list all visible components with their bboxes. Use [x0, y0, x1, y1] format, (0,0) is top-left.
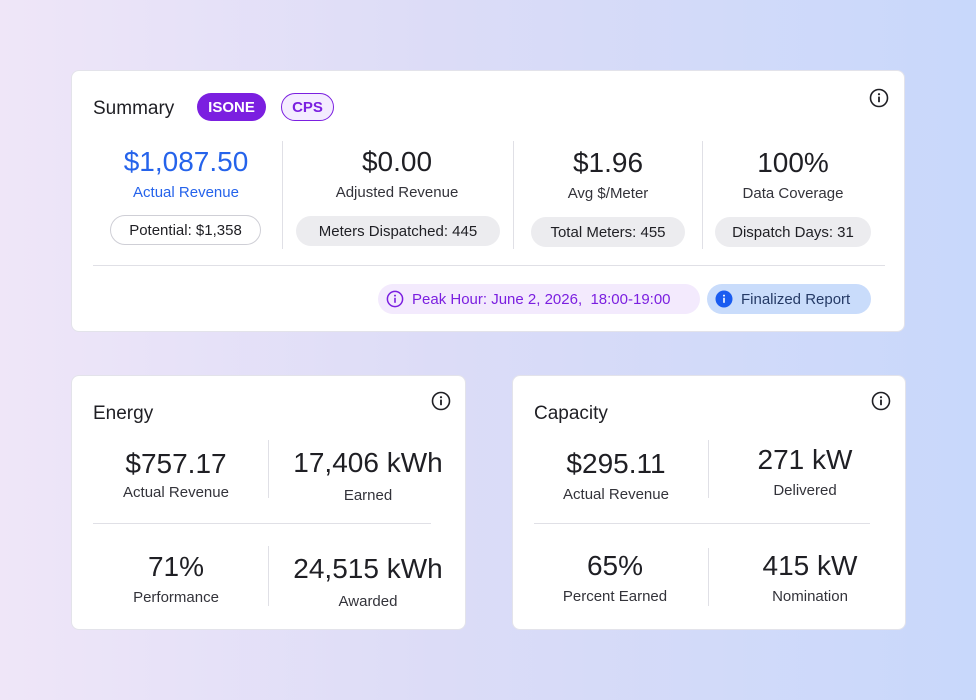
dispatch-days-chip: Dispatch Days: 31 — [715, 217, 871, 247]
metric-label: Nomination — [772, 588, 848, 605]
summary-card: Summary ISONE CPS $1,087.50 Actual Reven… — [71, 70, 905, 332]
metric-label: Actual Revenue — [563, 486, 669, 503]
metric-label: Awarded — [338, 593, 398, 610]
info-icon — [386, 290, 404, 308]
metric-value: 100% — [757, 147, 829, 178]
metric-label: Earned — [343, 487, 393, 504]
divider — [708, 440, 709, 498]
metric-value: $1,087.50 — [123, 146, 249, 177]
metric-label: Actual Revenue — [123, 484, 229, 501]
metric-actual-revenue: $1,087.50 Actual Revenue — [106, 146, 266, 202]
total-meters-chip: Total Meters: 455 — [531, 217, 685, 247]
metric-value: 415 kW — [762, 550, 858, 581]
divider — [268, 546, 269, 606]
peak-hour-text: Peak Hour: June 2, 2026, 18:00-19:00 — [412, 290, 671, 308]
divider — [93, 523, 431, 524]
metric-percent-earned: 65% Percent Earned — [540, 550, 690, 606]
metric-label: Adjusted Revenue — [335, 184, 459, 201]
metric-nomination: 415 kW Nomination — [730, 550, 890, 606]
metric-value: 271 kW — [757, 444, 853, 475]
metric-actual-revenue: $295.11 Actual Revenue — [541, 448, 691, 504]
metric-performance: 71% Performance — [101, 551, 251, 607]
metric-value: 17,406 kWh — [293, 447, 443, 478]
metric-data-coverage: 100% Data Coverage — [718, 147, 868, 203]
divider — [282, 141, 283, 249]
divider — [93, 265, 885, 266]
metric-actual-revenue: $757.17 Actual Revenue — [101, 448, 251, 502]
tag-isone[interactable]: ISONE — [197, 93, 266, 121]
metric-adjusted-revenue: $0.00 Adjusted Revenue — [302, 146, 492, 202]
metric-label: Actual Revenue — [133, 184, 239, 201]
metric-earned: 17,406 kWh Earned — [278, 447, 458, 505]
metric-label: Performance — [133, 589, 219, 606]
metric-value: $1.96 — [572, 147, 644, 178]
divider — [268, 440, 269, 498]
meters-dispatched-chip: Meters Dispatched: 445 — [296, 216, 500, 246]
tag-cps[interactable]: CPS — [281, 93, 334, 121]
metric-delivered: 271 kW Delivered — [725, 444, 885, 500]
divider — [708, 548, 709, 606]
energy-card: Energy $757.17 Actual Revenue 17,406 kWh… — [71, 375, 466, 630]
metric-label: Avg $/Meter — [567, 185, 649, 202]
metric-value: $0.00 — [361, 146, 433, 177]
info-icon[interactable] — [869, 88, 889, 108]
summary-title: Summary — [93, 98, 175, 119]
info-icon[interactable] — [871, 391, 891, 411]
divider — [702, 141, 703, 249]
divider — [513, 141, 514, 249]
energy-title: Energy — [93, 403, 154, 424]
info-icon[interactable] — [431, 391, 451, 411]
metric-avg-per-meter: $1.96 Avg $/Meter — [533, 147, 683, 203]
finalized-report-badge: Finalized Report — [707, 284, 871, 314]
divider — [534, 523, 870, 524]
metric-label: Delivered — [773, 482, 837, 499]
info-icon — [715, 290, 733, 308]
metric-value: $295.11 — [566, 448, 666, 479]
metric-label: Data Coverage — [742, 185, 844, 202]
metric-label: Percent Earned — [562, 588, 668, 605]
peak-hour-badge: Peak Hour: June 2, 2026, 18:00-19:00 — [378, 284, 700, 314]
potential-chip: Potential: $1,358 — [110, 215, 261, 245]
metric-value: $757.17 — [125, 448, 227, 479]
capacity-title: Capacity — [534, 403, 608, 424]
metric-awarded: 24,515 kWh Awarded — [278, 553, 458, 611]
finalized-report-text: Finalized Report — [741, 290, 851, 308]
capacity-card: Capacity $295.11 Actual Revenue 271 kW D… — [512, 375, 906, 630]
metric-value: 24,515 kWh — [293, 553, 443, 584]
metric-value: 71% — [147, 551, 205, 582]
metric-value: 65% — [586, 550, 644, 581]
